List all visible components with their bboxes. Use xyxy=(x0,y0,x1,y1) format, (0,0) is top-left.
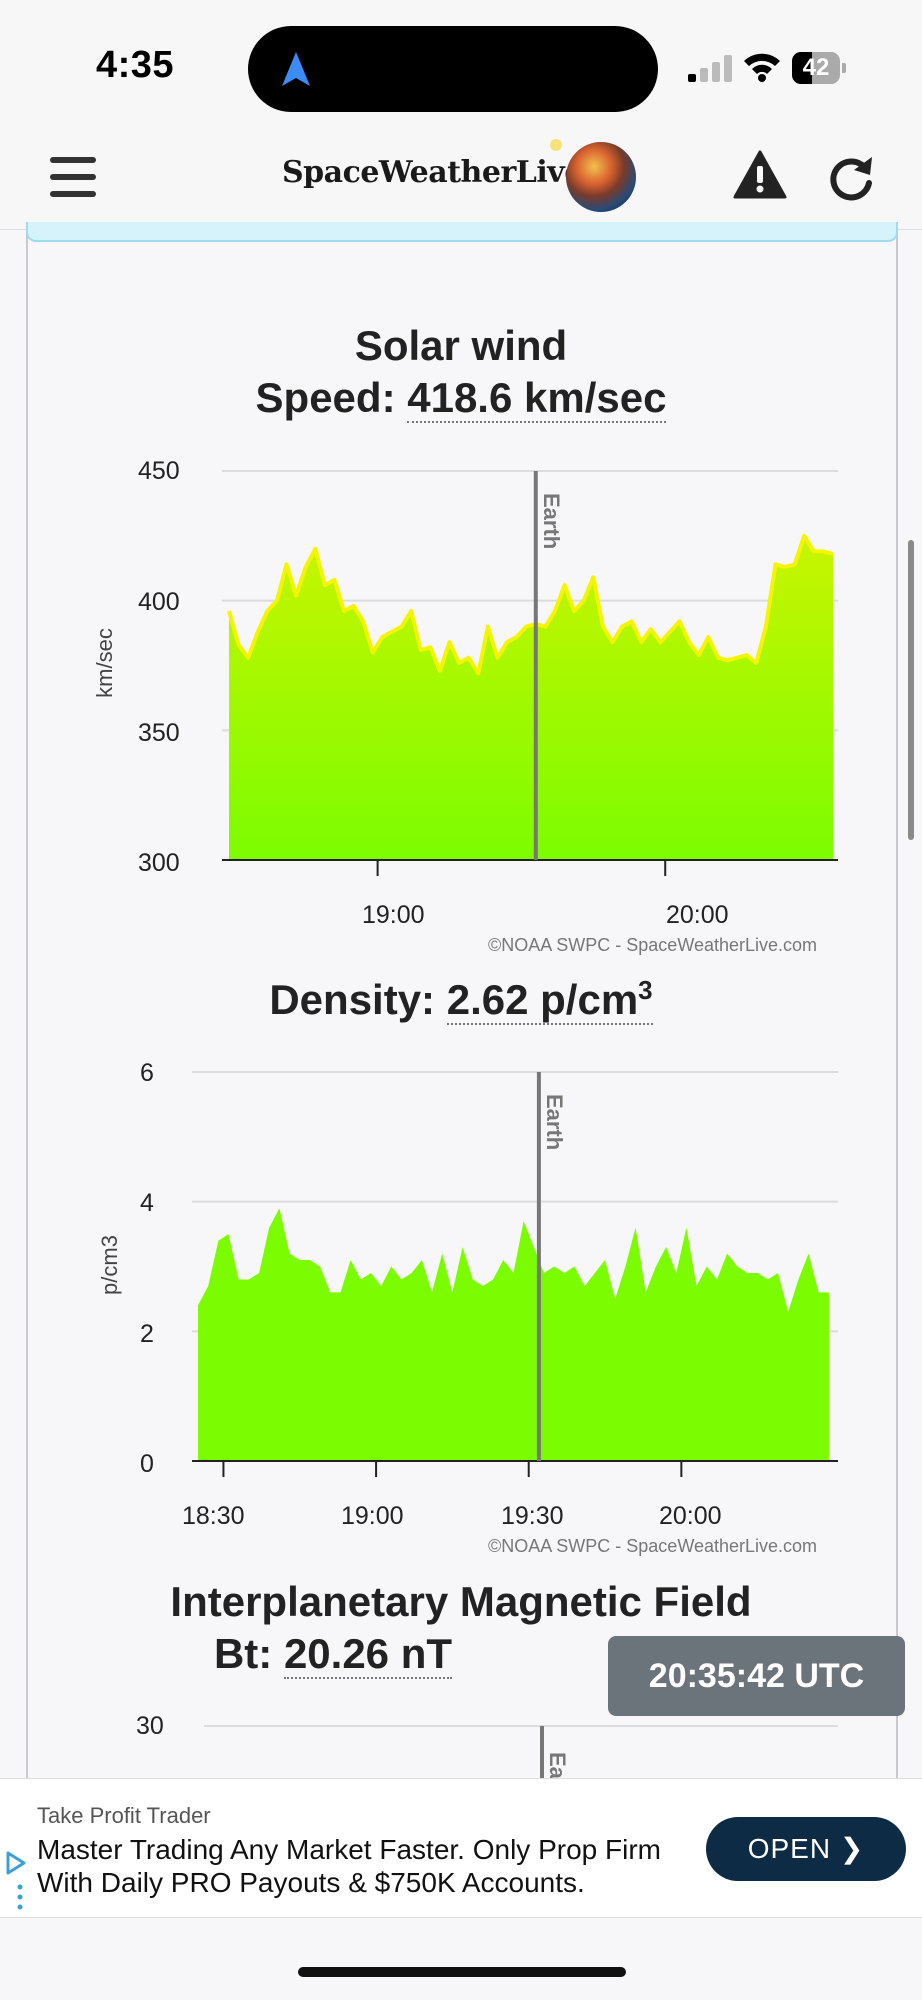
imf-bt-heading: Bt: 20.26 nT xyxy=(0,1630,794,1679)
battery-percent: 42 xyxy=(802,54,830,81)
density-xtick-1930: 19:30 xyxy=(501,1502,564,1530)
wifi-icon xyxy=(744,53,780,82)
speed-chart-credit: ©NOAA SWPC - SpaceWeatherLive.com xyxy=(488,935,818,955)
site-logo-text[interactable]: SpaceWeatherLive xyxy=(282,155,583,190)
density-ytick-2: 2 xyxy=(140,1320,154,1348)
density-xtick-1900: 19:00 xyxy=(341,1502,404,1530)
solar-wind-speed-heading: Speed: 418.6 km/sec xyxy=(0,374,922,423)
ad-text[interactable]: Master Trading Any Market Faster. Only P… xyxy=(37,1834,661,1898)
cellular-signal-icon xyxy=(688,54,732,82)
location-arrow-icon xyxy=(282,52,310,86)
density-ytick-6: 6 xyxy=(140,1059,154,1087)
speed-ytick-400: 400 xyxy=(138,588,180,616)
area-fill xyxy=(198,1208,829,1461)
density-ytick-4: 4 xyxy=(140,1189,154,1217)
page-scrollbar[interactable] xyxy=(908,540,914,840)
speed-xtick-1900: 19:00 xyxy=(362,901,425,929)
utc-clock-badge[interactable]: 20:35:42 UTC xyxy=(608,1636,905,1716)
speed-xtick-2000: 20:00 xyxy=(666,901,729,929)
series-line xyxy=(227,533,834,676)
site-logo-globe-icon[interactable] xyxy=(566,142,636,212)
density-value[interactable]: 2.62 p/cm3 xyxy=(446,975,653,1025)
ad-open-button[interactable]: OPEN ❯ xyxy=(706,1817,906,1881)
refresh-icon[interactable] xyxy=(826,153,876,203)
imf-earth-label: Ea xyxy=(545,1752,570,1780)
status-time: 4:35 xyxy=(96,44,175,86)
area-fill xyxy=(229,535,833,860)
menu-icon[interactable] xyxy=(50,157,96,197)
home-indicator[interactable] xyxy=(298,1967,626,1977)
speed-ytick-450: 450 xyxy=(138,457,180,485)
logo-sun-spark xyxy=(550,139,562,151)
earth-marker-label: Earth xyxy=(542,1094,567,1150)
density-chart-credit: ©NOAA SWPC - SpaceWeatherLive.com xyxy=(488,1536,818,1556)
solar-wind-title: Solar wind xyxy=(354,322,568,369)
speed-value[interactable]: 418.6 km/sec xyxy=(407,374,667,423)
ad-choices-icon[interactable] xyxy=(4,1851,28,1921)
density-heading: Density: 2.62 p/cm3 xyxy=(0,975,922,1025)
bt-label: Bt: xyxy=(213,1630,273,1677)
dynamic-island xyxy=(248,26,658,112)
density-xtick-1830: 18:30 xyxy=(182,1502,245,1530)
density-xtick-2000: 20:00 xyxy=(659,1502,722,1530)
speed-ytick-350: 350 xyxy=(138,719,180,747)
density-ytick-0: 0 xyxy=(140,1450,154,1478)
imf-ytick-30: 30 xyxy=(136,1712,164,1740)
info-banner-edge xyxy=(26,222,898,242)
speed-ytick-300: 300 xyxy=(138,849,180,877)
alert-triangle-icon[interactable] xyxy=(732,149,788,201)
earth-marker-label: Earth xyxy=(539,493,564,549)
bt-value[interactable]: 20.26 nT xyxy=(283,1630,453,1679)
ad-advertiser: Take Profit Trader xyxy=(37,1803,211,1828)
status-bar: 4:35 42 xyxy=(0,0,922,135)
app-header: SpaceWeatherLive xyxy=(0,135,922,230)
ad-banner[interactable]: Take Profit Trader Master Trading Any Ma… xyxy=(0,1778,922,1918)
density-label: Density: xyxy=(269,976,436,1023)
battery-icon: 42 xyxy=(792,52,846,84)
speed-label: Speed: xyxy=(255,374,396,421)
content-card xyxy=(26,230,898,1790)
imf-title: Interplanetary Magnetic Field xyxy=(170,1578,752,1625)
